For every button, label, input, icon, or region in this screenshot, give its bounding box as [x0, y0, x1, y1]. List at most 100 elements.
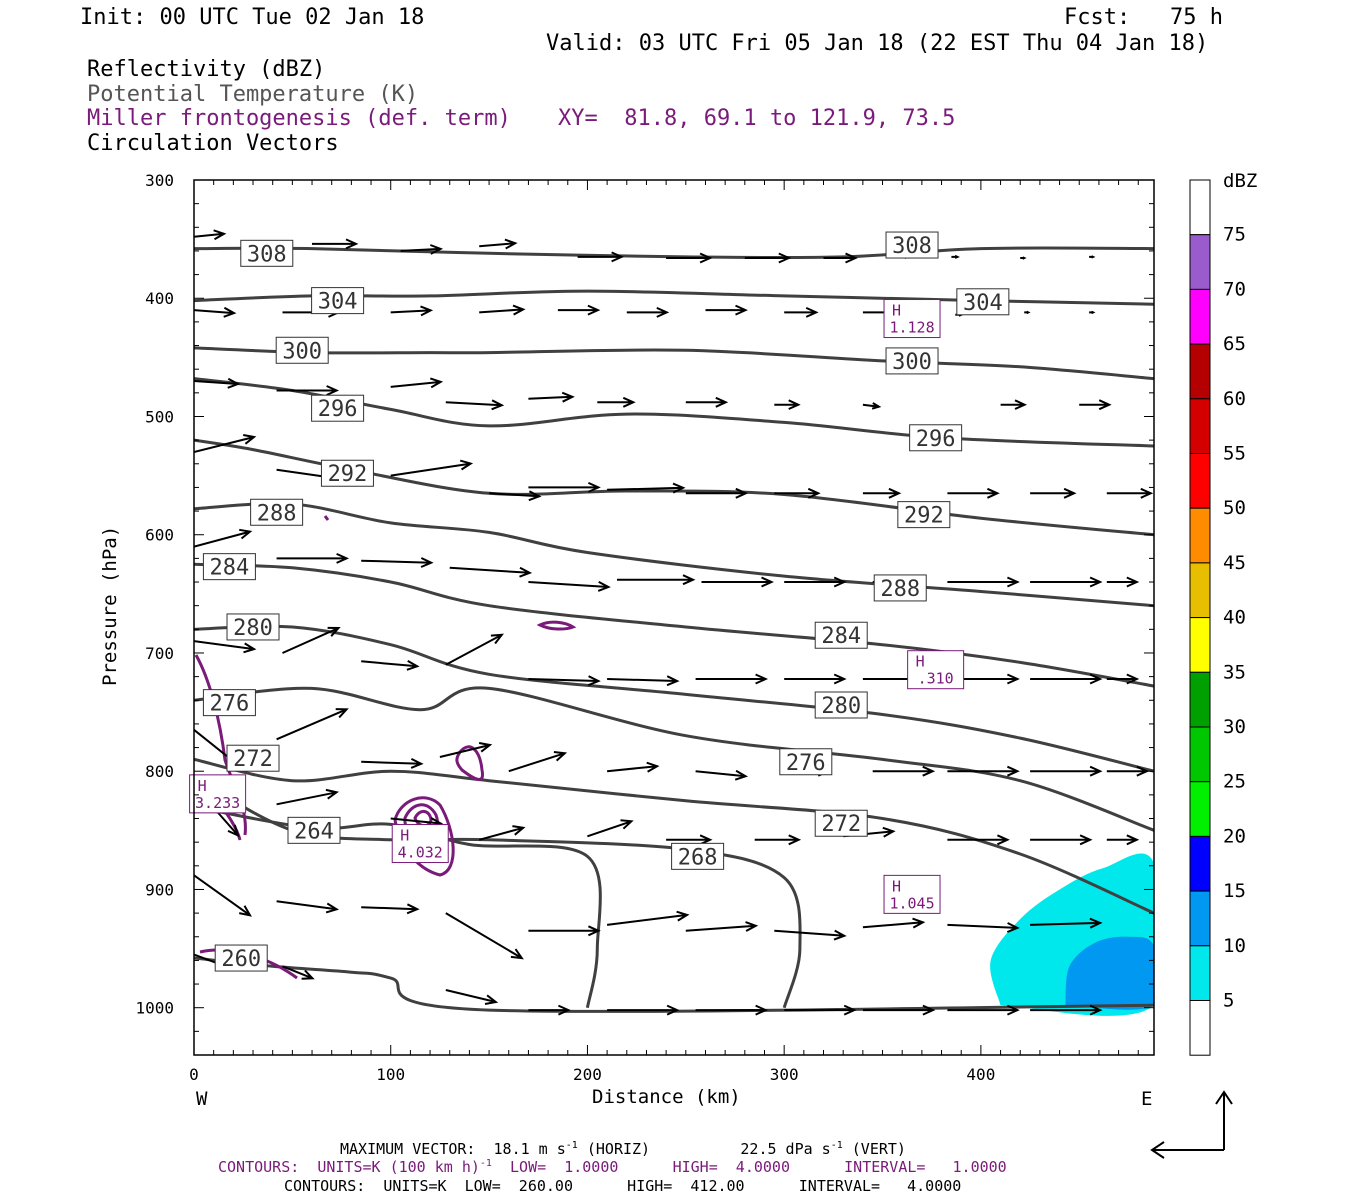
colorbar-label: 20 — [1223, 825, 1246, 847]
circulation-vector — [1000, 399, 1028, 410]
circulation-vector — [1030, 673, 1103, 685]
theta-label-268: 268 — [671, 842, 725, 870]
field-frontogenesis: Miller frontogenesis (def. term) — [87, 106, 511, 131]
svg-text:268: 268 — [678, 845, 718, 870]
theta-label-280: 280 — [226, 613, 280, 641]
svg-text:296: 296 — [916, 427, 956, 452]
west-label: W — [196, 1088, 208, 1110]
svg-text:1.128: 1.128 — [889, 319, 934, 337]
theta-contour-268 — [194, 775, 802, 1009]
cross-section-xy: XY= 81.8, 69.1 to 121.9, 73.5 — [558, 106, 956, 131]
circulation-vector — [947, 834, 1010, 846]
circulation-vector — [1020, 256, 1027, 260]
circulation-vector — [666, 252, 713, 264]
colorbar-label: 35 — [1223, 661, 1246, 683]
svg-text:296: 296 — [318, 397, 358, 422]
circulation-vector — [282, 626, 341, 654]
circulation-vector — [1106, 834, 1140, 846]
frontogenesis-max-label: H1.128 — [883, 299, 941, 339]
theta-label-304: 304 — [311, 287, 365, 315]
svg-text:304: 304 — [318, 290, 358, 315]
theta-contour-280 — [194, 624, 1154, 773]
circulation-vector — [705, 304, 748, 316]
circulation-vector — [597, 396, 636, 408]
svg-text:H: H — [892, 877, 901, 895]
colorbar-label: 30 — [1223, 716, 1246, 738]
colorbar-label: 15 — [1223, 880, 1246, 902]
east-label: E — [1141, 1088, 1153, 1110]
circulation-vector — [862, 917, 926, 929]
circulation-vector — [1030, 765, 1103, 777]
circulation-vector — [823, 252, 858, 264]
x-tick-label: 100 — [376, 1065, 405, 1084]
circulation-vector — [577, 251, 625, 263]
y-tick-label: 700 — [145, 644, 174, 663]
x-tick-label: 300 — [770, 1065, 799, 1084]
circulation-vector — [528, 581, 611, 592]
circulation-vector — [947, 1004, 1020, 1016]
theta-label-260: 260 — [214, 944, 268, 972]
colorbar-swatch — [1189, 617, 1211, 673]
circulation-vector — [194, 640, 257, 654]
colorbar-label: 70 — [1223, 278, 1246, 300]
frontogenesis-contour — [323, 515, 330, 521]
colorbar-swatch — [1189, 234, 1211, 290]
y-tick-label: 1000 — [135, 999, 174, 1018]
circulation-vector — [528, 1004, 571, 1016]
circulation-vector — [1106, 576, 1140, 588]
circulation-vector — [390, 459, 474, 477]
colorbar-swatch — [1189, 343, 1211, 400]
circulation-vector — [194, 434, 257, 453]
theta-label-296: 296 — [311, 394, 365, 422]
circulation-vector — [872, 765, 936, 777]
x-tick-label: 400 — [966, 1065, 995, 1084]
circulation-vector — [194, 306, 237, 318]
circulation-vector — [754, 834, 802, 846]
circulation-vector — [276, 788, 339, 806]
circulation-vector — [947, 487, 1000, 499]
colorbar-label: 25 — [1223, 771, 1246, 793]
circulation-vector — [685, 487, 749, 499]
circulation-vector — [489, 490, 542, 502]
circulation-vector — [194, 528, 253, 548]
circulation-vector — [361, 660, 420, 671]
circulation-vector — [439, 742, 493, 758]
svg-text:284: 284 — [210, 556, 250, 581]
circulation-vector — [784, 1004, 857, 1016]
frontogenesis-max-label: H1.045 — [883, 874, 941, 914]
circulation-vector — [194, 229, 227, 241]
frontogenesis-contour — [413, 810, 433, 828]
svg-text:4.032: 4.032 — [398, 844, 443, 862]
x-tick-label: 0 — [189, 1065, 199, 1084]
circulation-vector — [445, 989, 499, 1005]
circulation-vector — [282, 965, 315, 980]
circulation-vector — [695, 1004, 769, 1016]
circulation-vector — [947, 765, 1020, 777]
circulation-vector — [361, 903, 420, 915]
theta-contour-292 — [194, 438, 1154, 537]
circulation-vector — [361, 557, 434, 568]
frontogenesis-contour-info: CONTOURS: UNITS=K (100 km h)-1 LOW= 1.00… — [218, 1158, 1007, 1176]
circulation-vector — [445, 912, 524, 960]
circulation-vector — [445, 399, 505, 411]
colorbar-label: 45 — [1223, 552, 1246, 574]
circulation-vector — [862, 487, 902, 499]
y-tick-label: 300 — [145, 171, 174, 190]
svg-text:H: H — [892, 302, 901, 320]
circulation-vector — [774, 399, 801, 410]
circulation-vector — [617, 574, 696, 586]
circulation-vector — [685, 921, 759, 932]
theta-label-272: 272 — [814, 809, 868, 837]
theta-label-264: 264 — [287, 816, 341, 844]
circulation-vector — [862, 402, 882, 410]
circulation-vector — [695, 673, 769, 685]
forecast-hour: Fcst: 75 h — [1064, 5, 1223, 30]
theta-label-284: 284 — [814, 621, 868, 649]
circulation-vector — [1030, 487, 1077, 499]
vector-scale-legend — [1150, 1090, 1233, 1159]
circulation-vector — [1089, 310, 1096, 315]
circulation-vector — [607, 761, 660, 773]
svg-text:300: 300 — [282, 339, 322, 364]
svg-text:1.045: 1.045 — [889, 894, 934, 912]
circulation-vector — [390, 305, 434, 317]
